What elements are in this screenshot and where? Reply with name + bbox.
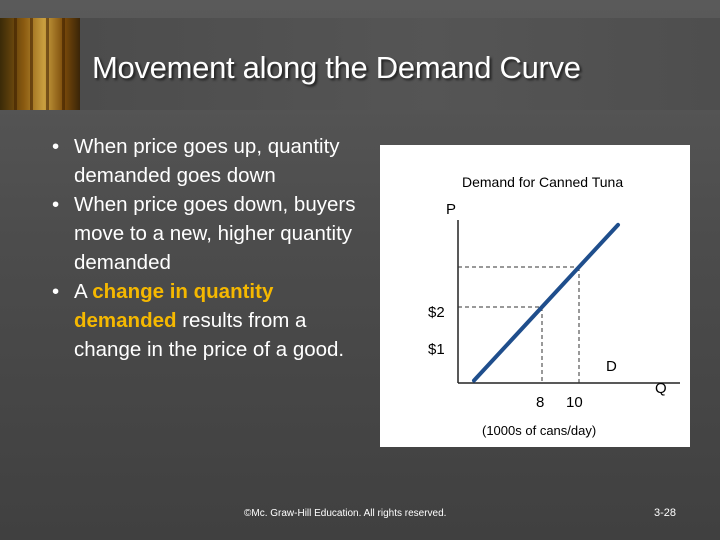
bullet-item: • A change in quantity demanded results f…: [52, 277, 372, 364]
copyright-footer: ©Mc. Graw-Hill Education. All rights res…: [244, 508, 447, 519]
decorative-column-graphic: [0, 18, 80, 110]
bullet-text: When price goes down, buyers move to a n…: [74, 193, 356, 274]
bullet-list: • When price goes up, quantity demanded g…: [52, 132, 372, 364]
bullet-text: results from a change in the price of a …: [74, 309, 345, 361]
highlighted-term: change in quantity demanded: [74, 280, 274, 332]
bullet-item: • When price goes up, quantity demanded g…: [52, 132, 372, 190]
x-tick-label: 10: [566, 394, 583, 411]
x-axis-label: Q: [655, 380, 667, 397]
bullet-dot-icon: •: [52, 135, 60, 158]
bullet-dot-icon: •: [52, 280, 60, 303]
demand-chart: Demand for Canned Tuna P Q D (1000s of cans/…: [380, 145, 690, 447]
bullet-dot-icon: •: [52, 193, 60, 216]
bullet-text: When price goes up, quantity demanded go…: [74, 135, 340, 187]
demand-curve-label: D: [606, 358, 617, 375]
x-unit-label: (1000s of cans/day): [482, 423, 596, 438]
bullet-item: • When price goes down, buyers move to a …: [52, 190, 372, 277]
chart-title: Demand for Canned Tuna: [462, 174, 623, 190]
x-tick-label: 8: [536, 394, 544, 411]
y-axis-label: P: [446, 201, 456, 218]
y-tick-label: $2: [428, 304, 445, 321]
y-tick-label: $1: [428, 341, 445, 358]
slide-title: Movement along the Demand Curve: [92, 50, 581, 85]
demand-curve: [472, 222, 620, 383]
page-number: 3-28: [654, 507, 677, 519]
demand-chart-svg: Demand for Canned Tuna P Q D (1000s of cans/…: [428, 174, 680, 438]
title-band: [0, 18, 720, 110]
bullet-text: A: [74, 280, 93, 303]
